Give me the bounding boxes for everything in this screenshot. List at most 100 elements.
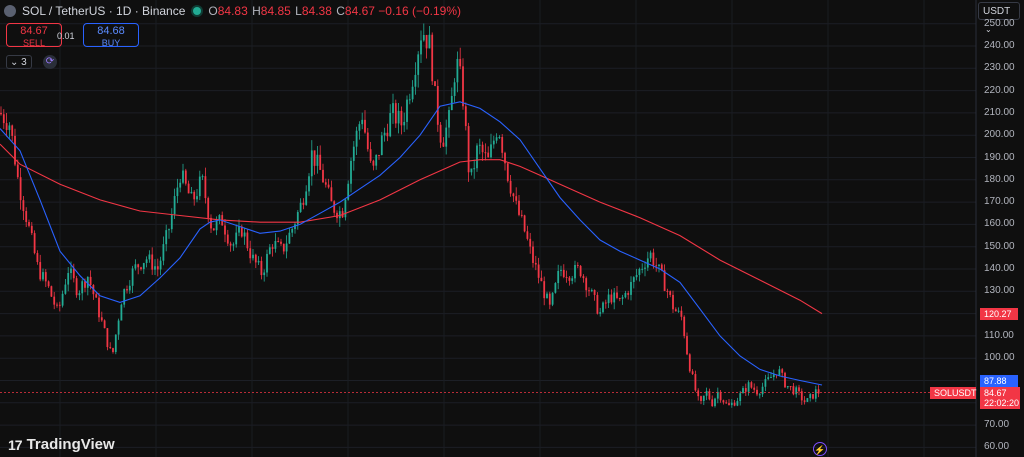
candle-body: [305, 191, 308, 205]
candle-body: [806, 398, 809, 402]
candle-body: [753, 387, 756, 390]
buy-button[interactable]: 84.68 BUY: [83, 23, 139, 48]
candle-body: [39, 262, 42, 280]
open-label: O: [208, 4, 218, 18]
candle-body: [154, 266, 156, 270]
candle-body: [330, 187, 333, 202]
candle-body: [414, 74, 417, 87]
candle-body: [229, 243, 232, 246]
candle-body: [711, 399, 714, 406]
sell-label: SELL: [22, 38, 46, 48]
candle-body: [327, 184, 330, 188]
candle-body: [16, 164, 19, 178]
candle-body: [350, 160, 352, 184]
candle-body: [86, 276, 89, 288]
candle-body: [103, 320, 106, 329]
candle-body: [243, 232, 246, 237]
price-tick-label: 130.00: [984, 285, 1015, 297]
candle-body: [369, 149, 372, 161]
candle-body: [638, 269, 641, 275]
candle-body: [184, 170, 187, 184]
price-tick-label: 200.00: [984, 129, 1015, 141]
candle-body: [263, 272, 266, 276]
lightning-icon[interactable]: ⚡: [813, 442, 827, 456]
candle-body: [95, 294, 98, 298]
candle-body: [403, 121, 406, 126]
candle-body: [722, 400, 725, 403]
candle-body: [126, 289, 128, 291]
candle-body: [663, 270, 666, 291]
candle-body: [411, 86, 414, 100]
candle-body: [425, 35, 428, 49]
candle-body: [509, 180, 512, 194]
candle-body: [512, 193, 515, 197]
candle-body: [134, 264, 137, 269]
candle-body: [19, 177, 22, 201]
candle-body: [568, 277, 571, 281]
candle-body: [249, 248, 252, 259]
candle-body: [803, 400, 806, 402]
candle-body: [683, 316, 686, 337]
candle-body: [386, 132, 389, 137]
candle-body: [422, 35, 425, 41]
candle-body: [176, 187, 179, 197]
candle-body: [817, 389, 820, 394]
candle-body: [145, 259, 148, 264]
symbol-logo-icon: [4, 5, 16, 17]
candle-body: [548, 293, 551, 305]
candle-body: [420, 40, 422, 55]
candle-body: [257, 260, 260, 263]
candle-body: [529, 238, 532, 247]
candle-body: [543, 281, 546, 299]
candle-body: [148, 254, 151, 260]
indicators-toggle[interactable]: ⌄ 3: [6, 55, 32, 69]
candle-body: [282, 243, 285, 252]
candle-body: [0, 112, 2, 115]
candle-body: [649, 252, 652, 259]
candle-body: [652, 252, 655, 266]
low-value: 84.38: [301, 4, 332, 18]
candle-body: [464, 106, 467, 127]
candle-body: [215, 220, 218, 231]
candle-body: [772, 374, 775, 378]
candle-body: [70, 268, 72, 274]
candle-body: [789, 386, 792, 388]
candle-body: [809, 394, 812, 399]
price-tick-label: 140.00: [984, 263, 1015, 274]
sell-button[interactable]: 84.67 SELL: [6, 23, 62, 48]
candle-body: [218, 215, 221, 221]
currency-selector[interactable]: USDT ⌄: [978, 2, 1020, 34]
candle-body: [378, 154, 380, 156]
candle-body: [442, 142, 445, 147]
candle-body: [434, 81, 436, 86]
candle-body: [380, 135, 383, 156]
change-value: −0.16 (−0.19%): [378, 4, 462, 18]
symbol-title[interactable]: SOL / TetherUS · 1D · Binance: [22, 4, 186, 18]
candle-body: [481, 144, 484, 153]
chevron-down-icon: ⌄: [10, 57, 19, 68]
market-status-icon: [193, 7, 202, 15]
candle-body: [30, 225, 33, 234]
candle-body: [274, 241, 277, 249]
candle-body: [784, 372, 786, 388]
ma-short-line: [0, 101, 823, 386]
ma-long-line: [0, 143, 823, 315]
indicators-count: 3: [21, 57, 27, 68]
candle-body: [571, 278, 574, 281]
candle-body: [238, 226, 240, 233]
refresh-icon[interactable]: ⟳: [43, 55, 57, 69]
candle-body: [159, 260, 162, 270]
candle-body: [22, 200, 25, 212]
candle-body: [190, 191, 193, 194]
candle-body: [72, 268, 75, 279]
candle-body: [14, 135, 16, 165]
candle-body: [641, 268, 644, 270]
candle-body: [168, 229, 170, 231]
candle-body: [100, 317, 103, 321]
candle-body: [212, 228, 215, 231]
candle-body: [596, 294, 599, 314]
candle-body: [624, 293, 627, 298]
candle-body: [747, 382, 750, 392]
candle-body: [450, 95, 453, 111]
